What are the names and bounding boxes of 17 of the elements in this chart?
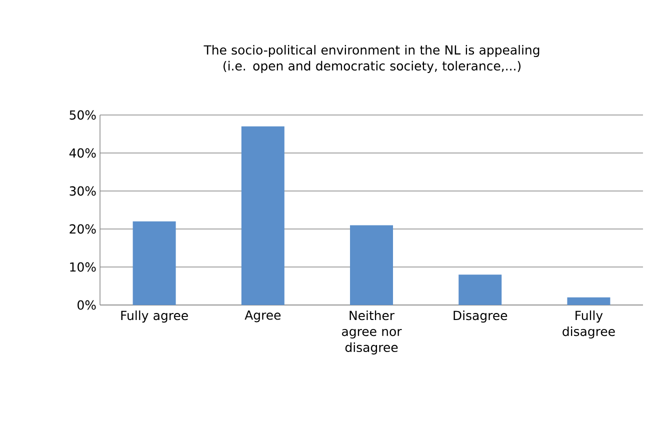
- bar: [350, 225, 394, 305]
- y-tick-label: 40%: [69, 148, 96, 158]
- x-tick-label: Neither agree nor disagree: [342, 310, 402, 354]
- x-tick-label: Fully disagree: [562, 310, 615, 339]
- x-tick-label: Agree: [244, 310, 281, 322]
- y-tick-label: 50%: [70, 110, 96, 120]
- y-tick-label: 20%: [70, 224, 96, 234]
- x-tick-label: Disagree: [454, 310, 508, 323]
- y-tick-label: 0%: [78, 300, 96, 310]
- y-tick-label: 10%: [70, 262, 96, 272]
- y-tick-label: 30%: [70, 186, 96, 196]
- x-tick-label: Fully agree: [121, 310, 188, 323]
- bar: [241, 126, 284, 305]
- chart-title: The socio-political environment in the NL is appealing (i.e. open and democratic society, tolerance,...): [204, 44, 540, 73]
- bar: [567, 297, 610, 305]
- bar: [458, 274, 502, 305]
- bar: [132, 221, 176, 305]
